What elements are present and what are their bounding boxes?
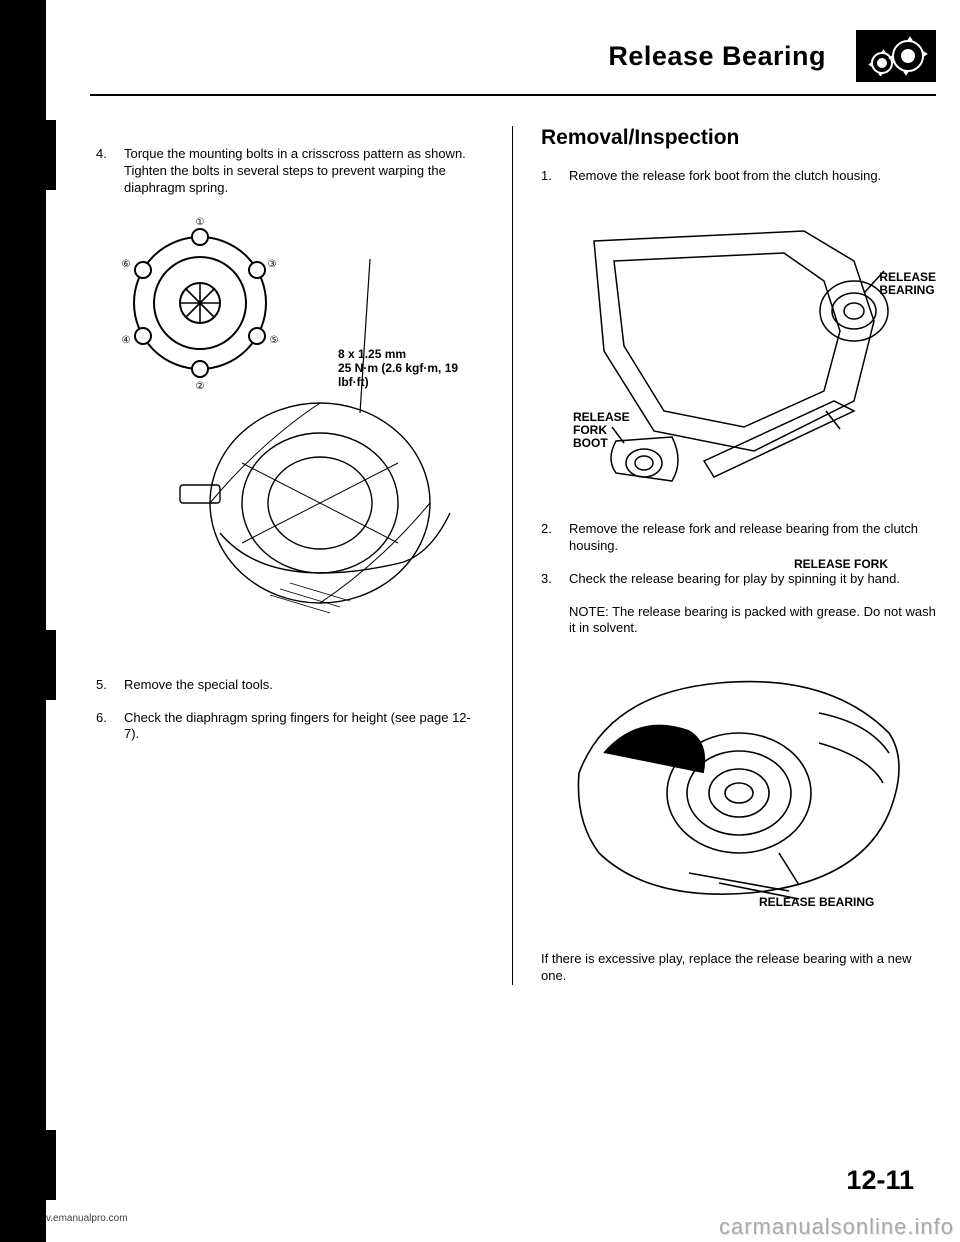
step-text: Remove the special tools. <box>124 677 484 694</box>
svg-text:⑥: ⑥ <box>122 259 131 270</box>
step-text: Remove the release fork boot from the cl… <box>569 168 936 185</box>
footer-source: v.emanualpro.com <box>46 1213 128 1224</box>
figure-pressure-plate: ① ③ ⑤ ② ④ ⑥ <box>96 213 484 653</box>
section-title: Removal/Inspection <box>541 126 936 150</box>
svg-text:③: ③ <box>268 259 277 270</box>
step-text: Torque the mounting bolts in a crisscros… <box>124 146 484 197</box>
step-text: Check the diaphragm spring fingers for h… <box>124 710 484 744</box>
closing-text: If there is excessive play, replace the … <box>541 951 936 985</box>
label-release-fork: RELEASE FORK <box>794 557 888 571</box>
note-text: NOTE: The release bearing is packed with… <box>569 604 936 638</box>
figure-hand-bearing <box>541 653 936 913</box>
page-header: Release Bearing <box>90 20 936 88</box>
header-rule <box>90 94 936 96</box>
step-5: 5. Remove the special tools. <box>96 677 484 694</box>
step-text: Check the release bearing for play by sp… <box>569 571 936 588</box>
page-title: Release Bearing <box>608 41 826 72</box>
step-2: 2. Remove the release fork and release b… <box>541 521 936 555</box>
svg-text:⑤: ⑤ <box>270 335 279 346</box>
step-number: 4. <box>96 146 124 197</box>
step-3: 3. Check the release bearing for play by… <box>541 571 936 588</box>
page-number: 12-11 <box>846 1165 914 1196</box>
step-number: 3. <box>541 571 569 588</box>
transmission-icon <box>856 30 936 82</box>
step-4: 4. Torque the mounting bolts in a crissc… <box>96 146 484 197</box>
svg-text:①: ① <box>196 217 205 228</box>
label-fork-boot: RELEASE FORK BOOT <box>573 411 630 451</box>
figure-housing-wrap: RELEASE BEARING RELEASE FORK BOOT RELEAS… <box>541 201 936 521</box>
left-column: 4. Torque the mounting bolts in a crissc… <box>90 126 513 985</box>
label-release-bearing: RELEASE BEARING <box>879 271 936 297</box>
watermark: carmanualsonline.info <box>719 1214 954 1240</box>
step-number: 1. <box>541 168 569 185</box>
step-6: 6. Check the diaphragm spring fingers fo… <box>96 710 484 744</box>
svg-text:④: ④ <box>122 335 131 346</box>
figure-clutch-housing <box>541 201 936 501</box>
step-number: 2. <box>541 521 569 555</box>
label-release-bearing-bottom: RELEASE BEARING <box>759 895 874 909</box>
step-1: 1. Remove the release fork boot from the… <box>541 168 936 185</box>
svg-text:②: ② <box>196 381 205 392</box>
binding-edge <box>0 0 46 1242</box>
step-text: Remove the release fork and release bear… <box>569 521 936 555</box>
right-column: Removal/Inspection 1. Remove the release… <box>513 126 936 985</box>
step-number: 5. <box>96 677 124 694</box>
figure-hand-wrap: RELEASE BEARING <box>541 653 936 933</box>
figure-torque-pattern-wrap: 8 x 1.25 mm 25 N·m (2.6 kgf·m, 19 lbf·ft… <box>96 213 484 653</box>
page-content: Release Bearing 4. Torque the mounting b… <box>90 20 936 985</box>
step-number: 6. <box>96 710 124 744</box>
torque-spec-label: 8 x 1.25 mm 25 N·m (2.6 kgf·m, 19 lbf·ft… <box>338 347 484 390</box>
